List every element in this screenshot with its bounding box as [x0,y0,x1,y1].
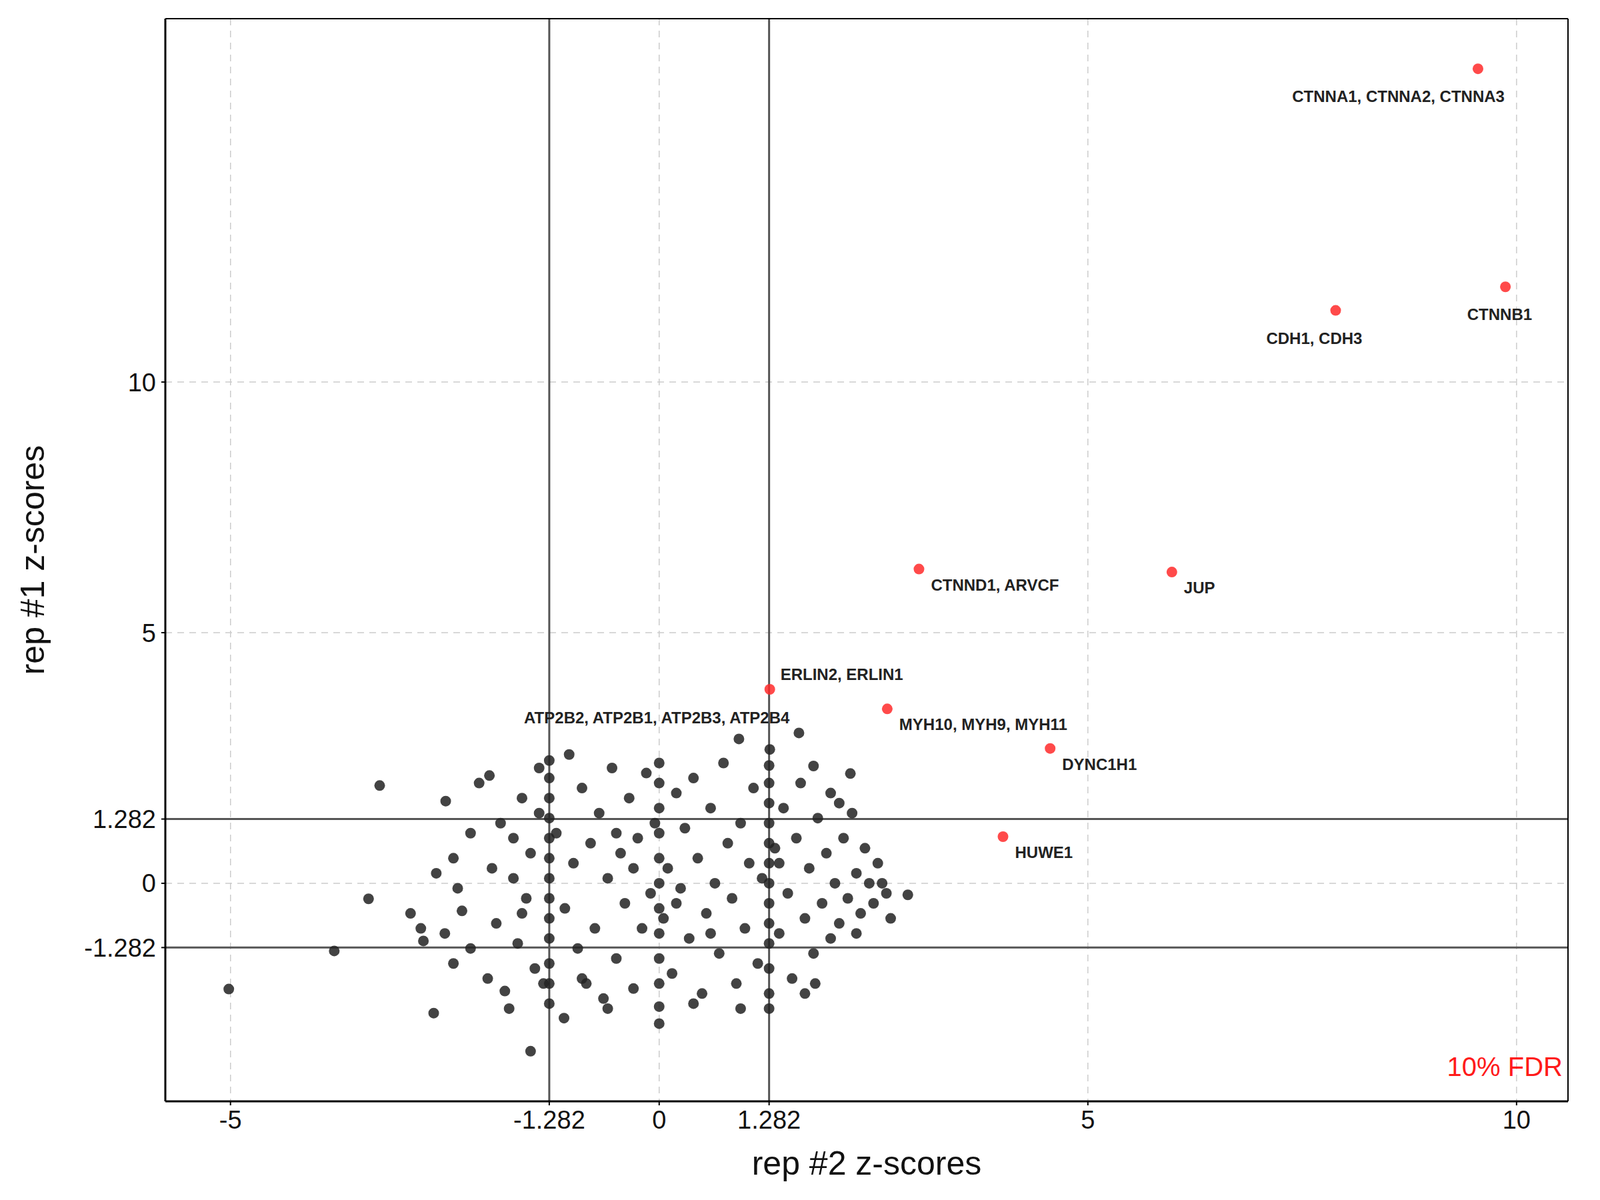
svg-text:5: 5 [1080,1106,1095,1134]
svg-text:-5: -5 [219,1106,242,1134]
svg-text:1.282: 1.282 [92,805,156,834]
html-text:10% FDR: 10% FDR [1447,1052,1563,1082]
svg-text:ERLIN2, ERLIN1: ERLIN2, ERLIN1 [780,665,904,684]
svg-text:CTNNB1: CTNNB1 [1467,305,1532,324]
svg-text:DYNC1H1: DYNC1H1 [1062,755,1137,774]
svg-text:rep #1 z-scores: rep #1 z-scores [14,445,52,676]
svg-text:-1.282: -1.282 [84,934,156,962]
svg-text:0: 0 [142,869,156,898]
svg-text:CTNND1, ARVCF: CTNND1, ARVCF [930,576,1059,594]
svg-text:CTNNA1, CTNNA2, CTNNA3: CTNNA1, CTNNA2, CTNNA3 [1292,87,1505,106]
svg-text:10: 10 [1502,1106,1531,1134]
svg-text:1.282: 1.282 [737,1106,801,1134]
svg-text:ATP2B2, ATP2B1, ATP2B3, ATP2B4: ATP2B2, ATP2B1, ATP2B3, ATP2B4 [524,708,790,727]
svg-text:10: 10 [128,368,156,397]
svg-text:-1.282: -1.282 [513,1106,586,1134]
svg-text:rep #2 z-scores: rep #2 z-scores [752,1144,982,1182]
svg-text:HUWE1: HUWE1 [1014,843,1073,862]
svg-text:CDH1, CDH3: CDH1, CDH3 [1266,329,1362,348]
svg-text:MYH10, MYH9, MYH11: MYH10, MYH9, MYH11 [899,715,1068,734]
svg-text:5: 5 [142,619,156,648]
svg-text:JUP: JUP [1184,578,1216,597]
svg-text:0: 0 [652,1106,666,1134]
